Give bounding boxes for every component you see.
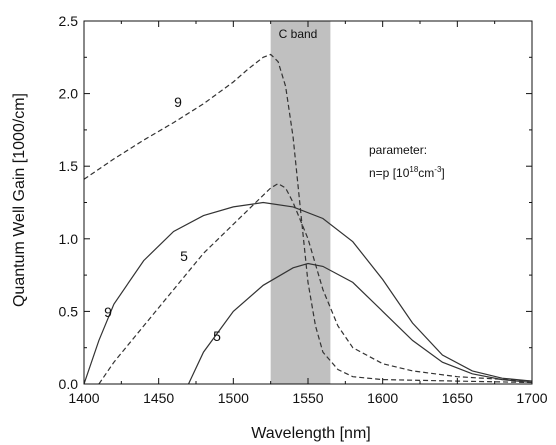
curve-label-dashed-9: 9 bbox=[174, 94, 182, 110]
x-tick-label: 1500 bbox=[218, 390, 249, 406]
y-axis-label: Quantum Well Gain [1000/cm] bbox=[11, 93, 28, 307]
curve-label-dashed-5: 5 bbox=[180, 248, 188, 264]
y-tick-label: 0.0 bbox=[59, 376, 79, 392]
curve-label-solid-5: 5 bbox=[213, 328, 221, 344]
x-tick-label: 1400 bbox=[68, 390, 99, 406]
x-tick-label: 1700 bbox=[516, 390, 547, 406]
x-tick-label: 1600 bbox=[367, 390, 398, 406]
curve-label-solid-9: 9 bbox=[104, 304, 112, 320]
x-tick-label: 1450 bbox=[143, 390, 174, 406]
y-tick-label: 0.5 bbox=[59, 303, 79, 319]
y-tick-label: 1.5 bbox=[59, 158, 79, 174]
y-tick-label: 2.5 bbox=[59, 13, 79, 29]
curve-solid-5 bbox=[187, 262, 533, 385]
curves bbox=[83, 53, 533, 385]
parameter-units: n=p [1018cm-3] bbox=[369, 165, 445, 180]
band-label: C band bbox=[279, 27, 318, 41]
labels: 9 5 9 5 bbox=[104, 94, 221, 344]
c-band-rect bbox=[270, 21, 331, 384]
c-band-region bbox=[270, 21, 331, 384]
parameter-label: parameter: bbox=[369, 143, 427, 157]
x-tick-label: 1550 bbox=[292, 390, 323, 406]
x-axis-label: Wavelength [nm] bbox=[251, 425, 370, 442]
tick-labels: 1400 1450 1500 1550 1600 1650 1700 0.0 0.5 1.0 1.5… bbox=[59, 13, 548, 406]
x-tick-label: 1650 bbox=[442, 390, 473, 406]
axes bbox=[83, 20, 533, 385]
y-tick-label: 1.0 bbox=[59, 231, 79, 247]
curve-dashed-5 bbox=[98, 182, 533, 385]
y-tick-label: 2.0 bbox=[59, 86, 79, 102]
curve-dashed-9 bbox=[83, 53, 533, 384]
curve-solid-9 bbox=[83, 201, 533, 385]
